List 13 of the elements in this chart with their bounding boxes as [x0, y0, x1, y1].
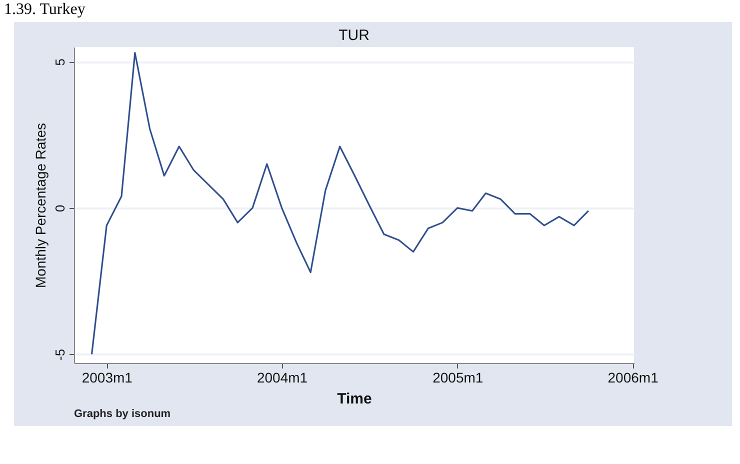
- line-series: [90, 52, 590, 356]
- x-tick-label: 2003m1: [82, 370, 133, 386]
- y-tick-label: -5: [52, 348, 68, 361]
- text: Graphs by isonum: [73, 408, 172, 420]
- y-tick-label: 5: [52, 58, 68, 66]
- y-axis-title: Monthly Percentage Rates: [32, 123, 48, 288]
- chart-subtitle: TUR: [338, 27, 370, 44]
- x-tick-label: 2006m1: [608, 370, 659, 386]
- x-axis-title: Time: [337, 390, 372, 408]
- y-tick-label: 0: [52, 204, 68, 212]
- x-tick-label: 2004m1: [256, 370, 308, 386]
- x-tick-label: 2005m1: [432, 370, 484, 386]
- chart-title: 1.39. Turkey: [3, 0, 86, 20]
